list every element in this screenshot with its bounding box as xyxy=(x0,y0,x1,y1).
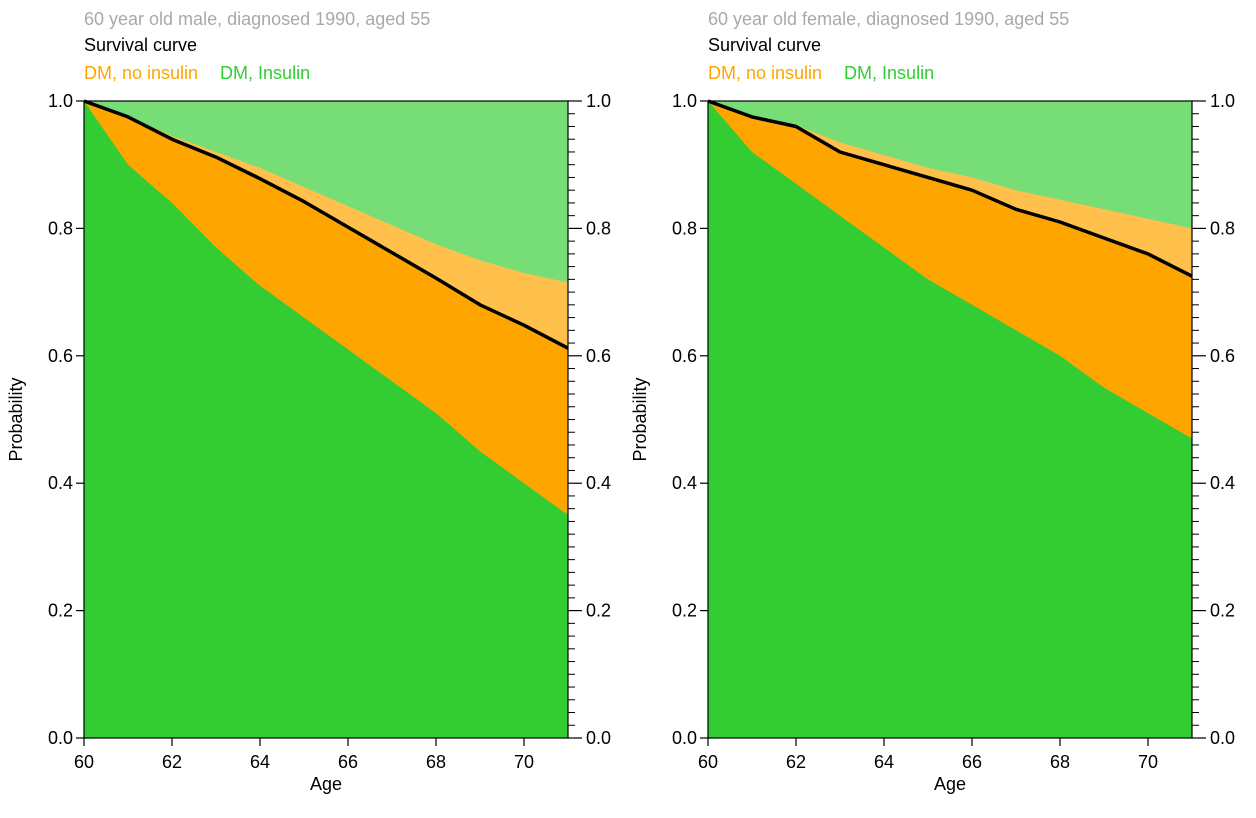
y-tick-label: 0.0 xyxy=(48,728,73,748)
x-tick-label: 62 xyxy=(162,752,182,772)
chart-title: 60 year old female, diagnosed 1990, aged… xyxy=(708,9,1070,29)
y-tick-label: 0.4 xyxy=(48,473,73,493)
x-tick-label: 64 xyxy=(250,752,270,772)
y-tick-label-right: 0.4 xyxy=(1210,473,1235,493)
y-tick-label: 0.8 xyxy=(672,218,697,238)
y-tick-label-right: 1.0 xyxy=(1210,91,1235,111)
x-tick-label: 68 xyxy=(426,752,446,772)
y-tick-label-right: 0.2 xyxy=(1210,601,1235,621)
y-tick-label: 0.2 xyxy=(672,601,697,621)
legend-item-insulin: DM, Insulin xyxy=(844,63,935,83)
survival-curve-line xyxy=(707,99,1193,278)
y-tick-label-right: 0.2 xyxy=(586,601,611,621)
y-tick-label-right: 0.6 xyxy=(586,346,611,366)
legend: DM, no insulin DM, Insulin xyxy=(708,62,956,84)
y-tick-label: 0.6 xyxy=(48,346,73,366)
chart-panel-female: 60 year old female, diagnosed 1990, aged… xyxy=(628,0,1256,818)
survival-curve-line xyxy=(83,99,569,350)
y-tick-label-right: 0.8 xyxy=(1210,218,1235,238)
y-tick-label-right: 0.0 xyxy=(586,728,611,748)
legend-item-no-insulin: DM, no insulin xyxy=(708,63,823,83)
y-tick-label-right: 1.0 xyxy=(586,91,611,111)
legend-item-no-insulin: DM, no insulin xyxy=(84,63,199,83)
x-tick-label: 60 xyxy=(74,752,94,772)
chart-subtitle: Survival curve xyxy=(708,35,822,55)
legend-item-insulin: DM, Insulin xyxy=(220,63,311,83)
y-tick-label: 0.2 xyxy=(48,601,73,621)
y-tick-label: 0.8 xyxy=(48,218,73,238)
x-axis-label: Age xyxy=(934,774,966,794)
y-tick-label: 1.0 xyxy=(48,91,73,111)
chart-title: 60 year old male, diagnosed 1990, aged 5… xyxy=(84,9,431,29)
y-tick-label-right: 0.8 xyxy=(586,218,611,238)
x-tick-label: 70 xyxy=(1138,752,1158,772)
y-tick-label: 0.4 xyxy=(672,473,697,493)
x-axis-label: Age xyxy=(310,774,342,794)
area-alive-insulin xyxy=(708,101,1192,738)
x-tick-label: 62 xyxy=(786,752,806,772)
y-axis-label: Probability xyxy=(6,377,26,461)
y-tick-label: 0.6 xyxy=(672,346,697,366)
area-alive-insulin xyxy=(84,101,568,738)
chart-plot: 0.0 0.0 0.2 0.2 0.4 0.4 0.6 0.6 0.8 0.8 1.0 1.0 60 62… xyxy=(630,91,1235,794)
x-tick-label: 68 xyxy=(1050,752,1070,772)
legend: DM, no insulin DM, Insulin xyxy=(84,62,332,84)
y-tick-label: 0.0 xyxy=(672,728,697,748)
x-tick-label: 66 xyxy=(338,752,358,772)
x-tick-label: 70 xyxy=(514,752,534,772)
y-tick-label-right: 0.6 xyxy=(1210,346,1235,366)
y-axis-label: Probability xyxy=(630,377,650,461)
chart-plot: 0.0 0.0 0.2 0.2 0.4 0.4 0.6 0.6 0.8 0.8 1.0 1.0 60 62… xyxy=(6,91,611,794)
chart-panel-male: 60 year old male, diagnosed 1990, aged 5… xyxy=(6,9,611,794)
x-tick-label: 60 xyxy=(698,752,718,772)
y-tick-label-right: 0.4 xyxy=(586,473,611,493)
chart-subtitle: Survival curve xyxy=(84,35,198,55)
y-tick-label-right: 0.0 xyxy=(1210,728,1235,748)
y-tick-label: 1.0 xyxy=(672,91,697,111)
x-tick-label: 64 xyxy=(874,752,894,772)
x-tick-label: 66 xyxy=(962,752,982,772)
